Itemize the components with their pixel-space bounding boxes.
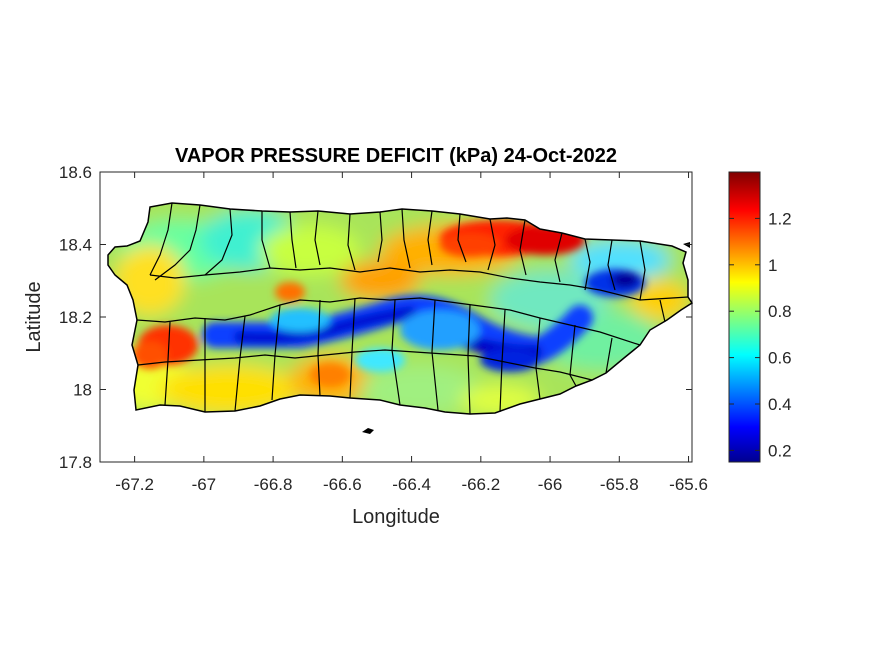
colorbar-tick-label: 0.2 (768, 441, 792, 460)
x-tick-label: -65.6 (669, 475, 708, 494)
colorbar-tick-label: 0.6 (768, 349, 792, 368)
colorbar-tick-label: 1 (768, 256, 777, 275)
colorbar-ticks: 1.2 1 0.8 0.6 0.4 0.2 (729, 209, 792, 460)
y-axis: 18.6 18.4 18.2 18 17.8 (59, 163, 692, 472)
y-tick-label: 18 (73, 381, 92, 400)
island-boundaries (107, 202, 694, 415)
colorbar-tick-label: 1.2 (768, 209, 792, 228)
x-tick-label: -66.4 (392, 475, 431, 494)
colorbar-tick-label: 0.8 (768, 302, 792, 321)
y-tick-label: 18.6 (59, 163, 92, 182)
x-tick-label: -67 (192, 475, 217, 494)
x-tick-label: -66.2 (461, 475, 500, 494)
caja-de-muertos-islet (362, 428, 374, 434)
colorbar-gradient (728, 171, 761, 463)
y-tick-label: 17.8 (59, 453, 92, 472)
colorbar-tick-label: 0.4 (768, 395, 792, 414)
y-axis-label: Latitude (23, 281, 45, 352)
x-tick-label: -65.8 (600, 475, 639, 494)
x-axis-label: Longitude (352, 506, 440, 528)
colorbar: 1.2 1 0.8 0.6 0.4 0.2 (728, 171, 792, 463)
x-tick-label: -66.6 (323, 475, 362, 494)
y-tick-label: 18.2 (59, 308, 92, 327)
x-tick-label: -67.2 (115, 475, 154, 494)
chart-title: VAPOR PRESSURE DEFICIT (kPa) 24-Oct-2022 (175, 145, 617, 167)
y-tick-label: 18.4 (59, 236, 92, 255)
x-axis: -67.2 -67 -66.8 -66.6 -66.4 -66.2 -66 -65.8 -65.… (115, 172, 708, 494)
x-tick-label: -66 (538, 475, 563, 494)
x-tick-label: -66.8 (254, 475, 293, 494)
